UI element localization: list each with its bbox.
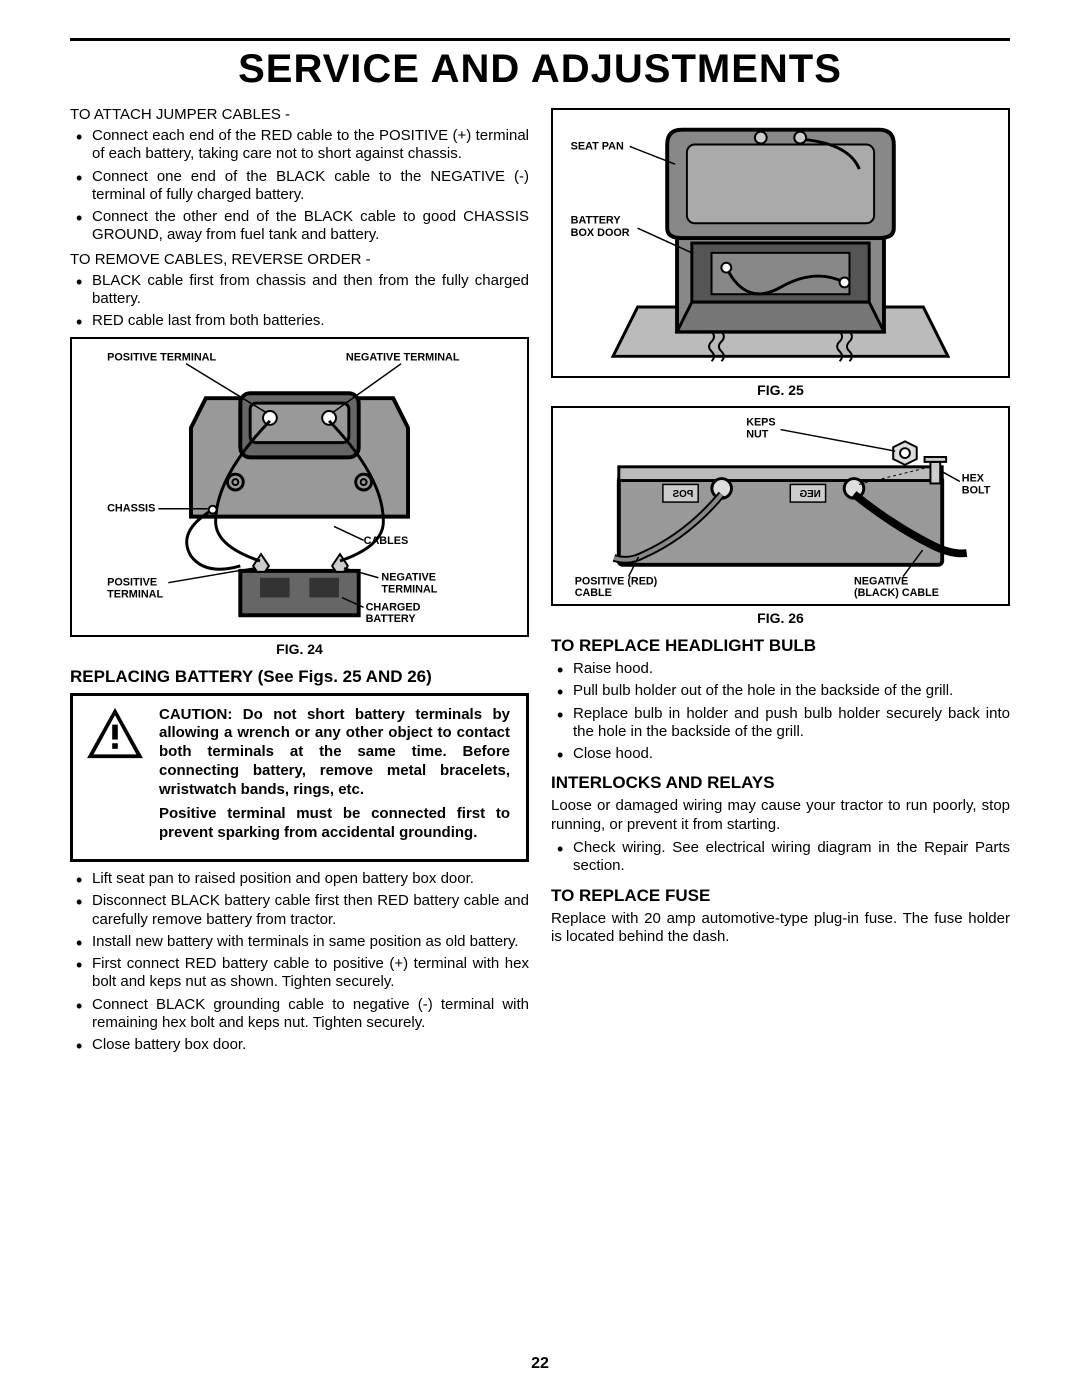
replace-battery-head: REPLACING BATTERY (See Figs. 25 AND 26) bbox=[70, 667, 529, 687]
list-item: Disconnect BLACK battery cable first the… bbox=[70, 892, 529, 929]
list-item: Pull bulb holder out of the hole in the … bbox=[551, 682, 1010, 700]
fig-26-box: POS NEG bbox=[551, 406, 1010, 606]
pos-mark: POS bbox=[672, 489, 693, 500]
label-batt-box2: BOX DOOR bbox=[571, 227, 630, 239]
list-item: Connect BLACK grounding cable to negativ… bbox=[70, 996, 529, 1033]
fig-26-svg: POS NEG bbox=[553, 408, 1008, 604]
interlocks-list: Check wiring. See electrical wiring diag… bbox=[551, 839, 1010, 876]
label-batt-box1: BATTERY bbox=[571, 214, 622, 226]
label-neg-term: NEGATIVE TERMINAL bbox=[346, 351, 460, 363]
fig-25-box: SEAT PAN BATTERY BOX DOOR bbox=[551, 108, 1010, 378]
attach-head: TO ATTACH JUMPER CABLES - bbox=[70, 106, 529, 123]
label-chassis: CHASSIS bbox=[107, 502, 155, 514]
list-item: Replace bulb in holder and push bulb hol… bbox=[551, 705, 1010, 742]
caution-para-1: CAUTION: Do not short battery terminals … bbox=[159, 706, 510, 800]
caution-para-2: Positive terminal must be connected firs… bbox=[159, 805, 510, 843]
interlocks-para: Loose or damaged wiring may cause your t… bbox=[551, 797, 1010, 835]
list-item: Connect one end of the BLACK cable to th… bbox=[70, 168, 529, 205]
label-pos-lower2: TERMINAL bbox=[107, 588, 163, 600]
fig-24-svg: POSITIVE TERMINAL NEGATIVE TERMINAL CHAS… bbox=[72, 339, 527, 635]
label-hex2: BOLT bbox=[962, 484, 991, 496]
fig-25-svg: SEAT PAN BATTERY BOX DOOR bbox=[553, 110, 1008, 376]
neg-mark: NEG bbox=[799, 489, 821, 500]
list-item: BLACK cable first from chassis and then … bbox=[70, 272, 529, 309]
fig-24-box: POSITIVE TERMINAL NEGATIVE TERMINAL CHAS… bbox=[70, 337, 529, 637]
label-charged: CHARGED bbox=[366, 601, 421, 613]
label-pos1: POSITIVE (RED) bbox=[575, 575, 658, 587]
caution-text: CAUTION: Do not short battery terminals … bbox=[159, 706, 510, 849]
label-cables: CABLES bbox=[364, 535, 409, 547]
label-neg-lower: NEGATIVE bbox=[381, 571, 436, 583]
page-number: 22 bbox=[0, 1355, 1080, 1373]
fuse-head: TO REPLACE FUSE bbox=[551, 886, 1010, 906]
replace-list: Lift seat pan to raised position and ope… bbox=[70, 870, 529, 1055]
left-column: TO ATTACH JUMPER CABLES - Connect each e… bbox=[70, 102, 529, 1061]
label-neg-lower2: TERMINAL bbox=[381, 583, 437, 595]
headlight-head: TO REPLACE HEADLIGHT BULB bbox=[551, 636, 1010, 656]
list-item: Close hood. bbox=[551, 745, 1010, 763]
fig26-caption: FIG. 26 bbox=[551, 610, 1010, 626]
label-seat-pan: SEAT PAN bbox=[571, 140, 624, 152]
list-item: First connect RED battery cable to posit… bbox=[70, 955, 529, 992]
top-rule bbox=[70, 38, 1010, 41]
list-item: Check wiring. See electrical wiring diag… bbox=[551, 839, 1010, 876]
list-item: Connect the other end of the BLACK cable… bbox=[70, 208, 529, 245]
label-neg1: NEGATIVE bbox=[854, 575, 908, 587]
label-charged2: BATTERY bbox=[366, 613, 417, 625]
fuse-para: Replace with 20 amp automotive-type plug… bbox=[551, 910, 1010, 948]
list-item: Raise hood. bbox=[551, 660, 1010, 678]
label-pos-lower: POSITIVE bbox=[107, 576, 157, 588]
list-item: Close battery box door. bbox=[70, 1036, 529, 1054]
list-item: RED cable last from both batteries. bbox=[70, 312, 529, 330]
label-keps1: KEPS bbox=[746, 417, 775, 429]
right-column: SEAT PAN BATTERY BOX DOOR FIG. 25 POS NE… bbox=[551, 102, 1010, 1061]
caution-box: CAUTION: Do not short battery terminals … bbox=[70, 693, 529, 862]
fig25-caption: FIG. 25 bbox=[551, 382, 1010, 398]
interlocks-head: INTERLOCKS AND RELAYS bbox=[551, 773, 1010, 793]
list-item: Connect each end of the RED cable to the… bbox=[70, 127, 529, 164]
label-pos2: CABLE bbox=[575, 587, 612, 599]
remove-head: TO REMOVE CABLES, REVERSE ORDER - bbox=[70, 251, 529, 268]
list-item: Install new battery with terminals in sa… bbox=[70, 933, 529, 951]
two-column-layout: TO ATTACH JUMPER CABLES - Connect each e… bbox=[70, 102, 1010, 1061]
attach-list: Connect each end of the RED cable to the… bbox=[70, 127, 529, 245]
page-title: SERVICE AND ADJUSTMENTS bbox=[70, 47, 1010, 92]
warning-icon bbox=[85, 706, 145, 760]
remove-list: BLACK cable first from chassis and then … bbox=[70, 272, 529, 331]
list-item: Lift seat pan to raised position and ope… bbox=[70, 870, 529, 888]
headlight-list: Raise hood. Pull bulb holder out of the … bbox=[551, 660, 1010, 763]
fig24-caption: FIG. 24 bbox=[70, 641, 529, 657]
label-keps2: NUT bbox=[746, 428, 769, 440]
label-neg2: (BLACK) CABLE bbox=[854, 587, 939, 599]
label-pos-term: POSITIVE TERMINAL bbox=[107, 351, 216, 363]
label-hex1: HEX bbox=[962, 473, 985, 485]
